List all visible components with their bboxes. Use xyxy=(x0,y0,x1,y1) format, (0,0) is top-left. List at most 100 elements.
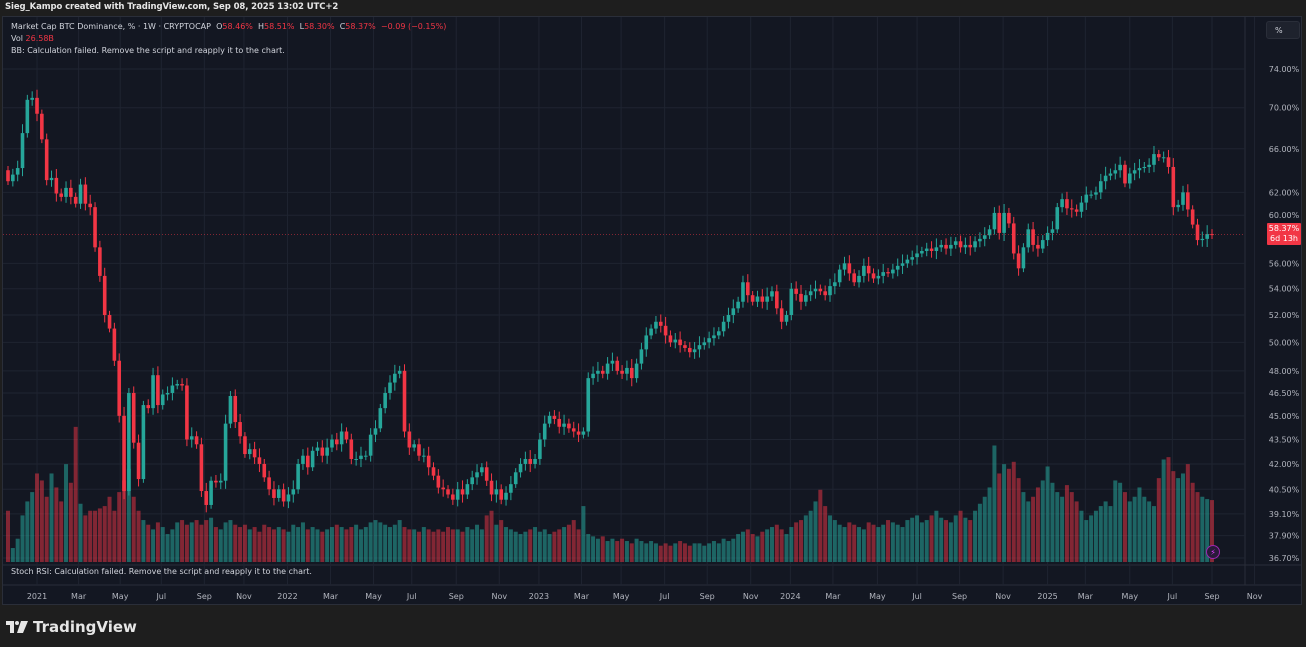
volume-bar xyxy=(421,527,426,562)
volume-bar xyxy=(93,510,98,562)
candle-body xyxy=(170,385,175,393)
volume-bar xyxy=(368,522,373,562)
candle-body xyxy=(697,345,702,350)
candle-body xyxy=(1016,253,1021,269)
high-label: H xyxy=(257,22,264,31)
candle-body xyxy=(683,345,687,348)
candle-body xyxy=(900,263,905,266)
candle-body xyxy=(1084,194,1089,203)
price-tick-label: 42.00% xyxy=(1269,460,1300,469)
volume-bar xyxy=(209,517,214,562)
price-tick-label: 36.70% xyxy=(1269,554,1300,563)
candle-body xyxy=(968,244,973,248)
volume-bar xyxy=(446,527,451,562)
volume-bar xyxy=(740,531,745,562)
lightning-alert-icon[interactable]: ⚡ xyxy=(1206,545,1220,559)
candle-body xyxy=(958,241,963,248)
volume-bar xyxy=(828,515,833,562)
candle-body xyxy=(218,480,223,483)
volume-bar xyxy=(35,473,40,562)
candle-body xyxy=(852,273,856,283)
volume-bar xyxy=(1132,496,1137,562)
volume-bar xyxy=(175,522,180,562)
candle-body xyxy=(272,489,276,498)
candle-body xyxy=(344,431,349,440)
volume-bar xyxy=(489,510,494,562)
volume-bar xyxy=(760,531,765,562)
time-tick-label: Sep xyxy=(952,592,967,601)
time-tick-label: Jul xyxy=(911,592,922,601)
volume-bar xyxy=(934,510,939,562)
candle-body xyxy=(127,392,131,492)
time-tick-label: Mar xyxy=(574,592,590,601)
candle-body xyxy=(726,315,731,322)
time-tick-label: May xyxy=(365,592,382,601)
candle-body xyxy=(499,489,504,500)
percent-scale-button[interactable]: % xyxy=(1266,21,1300,39)
price-chart[interactable]: 74.00% 70.00% 66.00% 62.00% 60.00% 56.00% 54.0… xyxy=(3,17,1303,606)
volume-bar xyxy=(528,529,533,562)
candle-body xyxy=(895,265,900,270)
volume-bar xyxy=(160,527,165,562)
candle-body xyxy=(1147,164,1151,167)
candle-body xyxy=(567,423,571,429)
candle-body xyxy=(620,370,624,374)
candle-body xyxy=(518,463,523,473)
volume-bar xyxy=(15,538,20,562)
open-value: 58.46% xyxy=(222,22,253,31)
volume-bar xyxy=(1055,492,1060,562)
volume-bar xyxy=(54,487,59,562)
time-tick-label: May xyxy=(613,592,630,601)
candle-body xyxy=(552,415,557,419)
candle-body xyxy=(615,360,620,371)
close-value: 58.37% xyxy=(345,22,376,31)
volume-bar xyxy=(1060,496,1065,562)
candle-body xyxy=(122,415,126,492)
price-tick-label: 45.00% xyxy=(1269,412,1300,421)
candle-body xyxy=(591,373,595,379)
volume-bar xyxy=(1166,457,1171,562)
volume-bar xyxy=(1050,482,1055,562)
volume-bar xyxy=(117,492,122,562)
time-tick-label: 2025 xyxy=(1037,592,1057,601)
volume-bar xyxy=(199,524,204,562)
candle-body xyxy=(141,405,146,480)
volume-bar xyxy=(663,543,668,562)
volume-bar xyxy=(1185,464,1190,562)
candle-body xyxy=(1176,204,1180,208)
volume-bar xyxy=(726,541,731,562)
close-label: C xyxy=(339,22,346,31)
volume-bar xyxy=(136,510,141,562)
candle-body xyxy=(953,241,958,245)
volume-bar xyxy=(1127,501,1132,562)
volume-bar xyxy=(271,529,276,562)
candle-body xyxy=(35,97,39,114)
time-tick-label: Nov xyxy=(743,592,759,601)
candle-body xyxy=(523,458,528,464)
time-tick-label: 2022 xyxy=(277,592,297,601)
time-tick-label: May xyxy=(869,592,886,601)
volume-bar xyxy=(494,524,499,562)
candle-body xyxy=(455,489,460,500)
candle-body xyxy=(412,444,416,448)
candle-body xyxy=(451,494,455,500)
candle-body xyxy=(73,196,78,204)
chart-frame[interactable]: 74.00% 70.00% 66.00% 62.00% 60.00% 56.00% 54.0… xyxy=(2,16,1302,605)
candle-body xyxy=(750,295,755,302)
volume-bar xyxy=(832,520,837,562)
volume-bar xyxy=(10,548,15,562)
volume-bar xyxy=(276,527,281,562)
candle-body xyxy=(243,436,247,455)
candle-body xyxy=(1181,192,1185,205)
volume-bar xyxy=(905,520,910,562)
volume-bar xyxy=(73,426,78,562)
candle-body xyxy=(257,457,262,464)
volume-bar xyxy=(537,531,542,562)
time-tick-label: 2021 xyxy=(27,592,47,601)
volume-bar xyxy=(310,527,315,562)
price-tick-label: 46.50% xyxy=(1269,389,1300,398)
volume-bar xyxy=(963,517,968,562)
candles xyxy=(3,89,1245,513)
candle-body xyxy=(1190,209,1195,225)
tradingview-logo[interactable]: TradingView xyxy=(6,618,137,636)
